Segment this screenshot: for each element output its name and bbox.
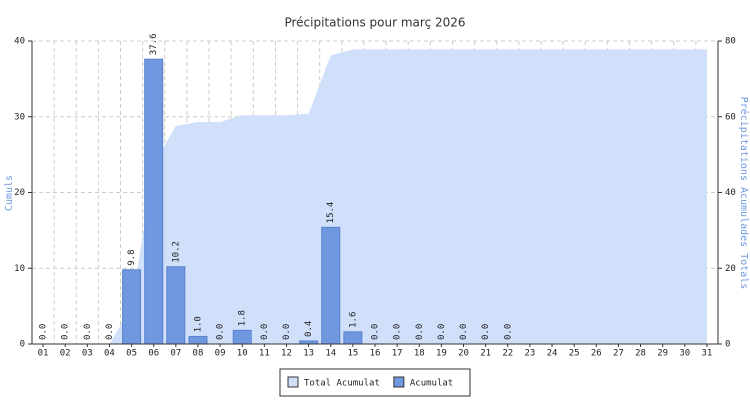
x-tick-label: 30 [679,349,690,359]
data-label: 10.2 [171,241,181,263]
data-label: 1.8 [238,310,248,326]
x-tick-label: 04 [104,349,115,359]
y-tick-label: 0 [20,340,25,350]
legend-swatch [393,376,405,388]
bar [232,329,252,345]
legend-label: Total Acumulat [304,379,380,389]
legend-swatch [287,376,299,388]
data-label: 0.4 [304,321,314,337]
y-axis-label: Cumuls [4,175,15,211]
data-label: 0.0 [459,324,469,340]
x-tick-label: 15 [347,349,358,359]
data-label: 0.0 [371,324,381,340]
x-tick-label: 27 [613,349,624,359]
x-tick-label: 02 [60,349,71,359]
x-tick-label: 07 [170,349,181,359]
x-tick-label: 29 [657,349,668,359]
x-tick-label: 05 [126,349,137,359]
x-tick-label: 14 [325,349,336,359]
data-label: 0.0 [503,324,513,340]
bar [122,269,142,345]
y2-tick-label: 20 [725,264,736,274]
x-tick-label: 16 [370,349,381,359]
y2-tick-label: 0 [725,340,730,350]
data-label: 0.0 [105,324,115,340]
data-label: 9.8 [127,249,137,265]
y2-tick-label: 60 [725,112,736,122]
y-tick-label: 20 [14,188,25,198]
y-tick-label: 30 [14,112,25,122]
x-tick-label: 17 [392,349,403,359]
data-label: 0.0 [83,324,93,340]
bar [166,266,186,345]
chart-title: Précipitations pour març 2026 [284,16,465,30]
x-tick-label: 31 [702,349,713,359]
x-tick-label: 20 [458,349,469,359]
data-label: 37.6 [149,33,159,55]
y2-tick-label: 80 [725,37,736,47]
data-label: 0.0 [415,324,425,340]
x-tick-label: 10 [237,349,248,359]
x-tick-label: 01 [38,349,49,359]
x-tick-label: 28 [635,349,646,359]
bar [144,58,164,345]
y2-tick-label: 40 [725,188,736,198]
bar [188,335,208,345]
data-label: 0.0 [282,324,292,340]
y-tick-label: 10 [14,264,25,274]
data-label: 0.0 [260,324,270,340]
data-label: 1.0 [193,316,203,332]
data-label: 0.0 [61,324,71,340]
bar [321,226,341,345]
x-tick-label: 21 [480,349,491,359]
x-tick-label: 26 [591,349,602,359]
data-label: 0.0 [481,324,491,340]
bar [343,331,363,345]
x-tick-label: 06 [148,349,159,359]
area [43,49,707,345]
data-label: 15.4 [326,202,336,224]
y2-axis-label: Précipitations Acumulades Totals [738,97,750,290]
x-tick-label: 19 [436,349,447,359]
x-tick-label: 08 [193,349,204,359]
x-tick-label: 22 [502,349,513,359]
data-label: 0.0 [216,324,226,340]
x-tick-label: 13 [303,349,314,359]
x-tick-label: 18 [414,349,425,359]
data-label: 0.0 [39,324,49,340]
x-tick-label: 25 [569,349,580,359]
data-label: 1.6 [348,312,358,328]
legend-label: Acumulat [410,379,453,389]
x-tick-label: 12 [281,349,292,359]
x-tick-label: 24 [547,349,558,359]
x-tick-label: 23 [524,349,535,359]
y-tick-label: 40 [14,37,25,47]
x-tick-label: 03 [82,349,93,359]
x-tick-label: 11 [259,349,270,359]
x-tick-label: 09 [215,349,226,359]
legend-box [279,368,471,397]
data-label: 0.0 [393,324,403,340]
data-label: 0.0 [437,324,447,340]
